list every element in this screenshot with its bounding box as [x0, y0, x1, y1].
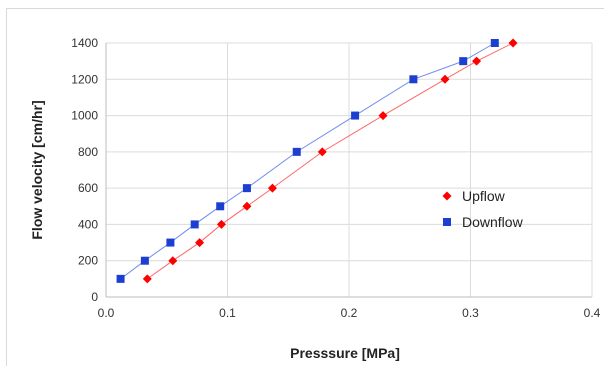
downflow-point	[216, 202, 225, 211]
data-markers	[116, 38, 518, 284]
grid	[105, 42, 593, 298]
upflow-point	[195, 238, 205, 248]
downflow-trend-line	[120, 42, 496, 280]
legend-upflow-marker	[442, 191, 452, 201]
chart-frame	[6, 8, 604, 366]
legend-downflow-label: Downflow	[462, 214, 524, 230]
x-tick-label: 0.4	[584, 306, 601, 320]
x-tick-label: 0.0	[98, 306, 115, 320]
downflow-point	[351, 111, 360, 120]
upflow-point	[378, 111, 388, 121]
x-axis-label: Presssure [MPa]	[290, 345, 400, 361]
y-tick-label: 1200	[71, 72, 98, 86]
downflow-point	[292, 147, 301, 156]
axes: 0 200 400 600 800 1000 1200 1400 0.0 0.1 0.2 0.3 0.4	[71, 36, 600, 320]
downflow-point	[116, 274, 125, 283]
y-tick-label: 600	[78, 181, 98, 195]
downflow-point	[242, 184, 251, 193]
upflow-point	[142, 274, 152, 284]
upflow-point	[472, 56, 482, 66]
y-tick-label: 1400	[71, 36, 98, 50]
y-tick-label: 0	[91, 290, 98, 304]
y-tick-label: 200	[78, 254, 98, 268]
upflow-point	[242, 201, 252, 211]
downflow-point	[409, 75, 418, 84]
legend-downflow-marker	[443, 218, 451, 226]
downflow-point	[459, 57, 468, 66]
upflow-point	[267, 183, 277, 193]
x-tick-label: 0.2	[341, 306, 358, 320]
upflow-point	[317, 147, 327, 157]
y-tick-label: 1000	[71, 109, 98, 123]
legend: Upflow Downflow	[442, 188, 524, 230]
trend-lines	[120, 42, 514, 280]
downflow-point	[166, 238, 175, 247]
x-tick-label: 0.1	[219, 306, 236, 320]
x-tick-label: 0.3	[462, 306, 479, 320]
upflow-point	[440, 74, 450, 84]
y-tick-label: 400	[78, 217, 98, 231]
y-tick-label: 800	[78, 145, 98, 159]
upflow-point	[216, 219, 226, 229]
downflow-point	[190, 220, 199, 229]
downflow-point	[140, 256, 149, 265]
upflow-point	[508, 38, 518, 48]
upflow-point	[168, 256, 178, 266]
legend-upflow-label: Upflow	[462, 188, 506, 204]
y-axis-label: Flow velocity [cm/hr]	[29, 100, 45, 239]
downflow-point	[490, 39, 499, 47]
